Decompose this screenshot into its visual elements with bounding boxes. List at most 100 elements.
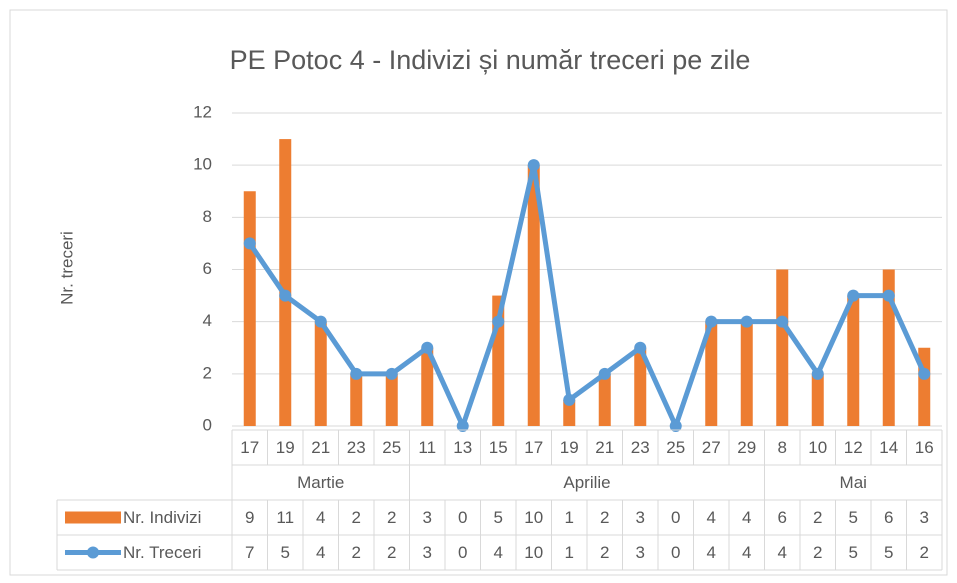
y-axis-title: Nr. treceri xyxy=(57,231,76,305)
table-value: 11 xyxy=(276,508,294,527)
x-tick-label: 21 xyxy=(595,438,614,457)
table-value: 1 xyxy=(565,543,574,562)
table-value: 0 xyxy=(458,508,467,527)
table-value: 2 xyxy=(352,508,361,527)
table-value: 4 xyxy=(707,508,716,527)
y-tick-label: 10 xyxy=(193,155,212,174)
table-value: 7 xyxy=(245,543,254,562)
x-tick-label: 19 xyxy=(276,438,295,457)
marker xyxy=(811,367,824,380)
x-tick-label: 8 xyxy=(778,438,787,457)
marker xyxy=(918,367,931,380)
table-value: 10 xyxy=(524,543,543,562)
marker xyxy=(634,341,647,354)
y-tick-label: 8 xyxy=(203,207,212,226)
table-value: 9 xyxy=(245,508,254,527)
table-value: 3 xyxy=(423,508,432,527)
legend-swatch xyxy=(87,546,99,559)
table-value: 0 xyxy=(671,508,680,527)
table-value: 4 xyxy=(778,543,787,562)
table-value: 4 xyxy=(742,508,751,527)
legend-swatch xyxy=(65,511,121,524)
marker xyxy=(527,159,540,172)
marker xyxy=(421,341,434,354)
bar xyxy=(634,347,647,426)
marker xyxy=(492,315,505,328)
x-tick-label: 11 xyxy=(418,438,436,457)
y-tick-label: 12 xyxy=(193,102,212,121)
table-value: 6 xyxy=(778,508,787,527)
table-value: 3 xyxy=(920,508,929,527)
x-tick-label: 23 xyxy=(631,438,650,457)
bar xyxy=(314,321,327,426)
marker xyxy=(243,237,256,250)
table-value: 5 xyxy=(281,543,290,562)
table-value: 0 xyxy=(671,543,680,562)
table-value: 5 xyxy=(884,543,893,562)
bar xyxy=(279,139,292,427)
x-tick-label: 15 xyxy=(489,438,508,457)
legend-label: Nr. Treceri xyxy=(123,543,201,562)
table-value: 4 xyxy=(316,508,325,527)
marker xyxy=(598,367,611,380)
y-tick-label: 0 xyxy=(203,415,212,434)
marker xyxy=(456,420,469,432)
bar xyxy=(740,321,753,426)
group-label: Aprilie xyxy=(563,473,610,492)
marker xyxy=(279,289,292,302)
table-value: 5 xyxy=(849,543,858,562)
y-tick-label: 6 xyxy=(203,259,212,278)
table-value: 5 xyxy=(849,508,858,527)
chart-title: PE Potoc 4 - Indivizi și număr treceri p… xyxy=(230,45,751,75)
bar xyxy=(243,191,256,426)
table-value: 3 xyxy=(423,543,432,562)
chart-border xyxy=(9,9,948,576)
table-value: 2 xyxy=(813,543,822,562)
marker xyxy=(882,289,895,302)
marker xyxy=(776,315,789,328)
bar xyxy=(527,165,540,426)
table-value: 3 xyxy=(636,508,645,527)
x-tick-label: 12 xyxy=(844,438,863,457)
x-tick-label: 29 xyxy=(737,438,756,457)
bar xyxy=(563,399,576,426)
bar xyxy=(811,373,824,426)
x-tick-label: 17 xyxy=(524,438,543,457)
marker xyxy=(740,315,753,328)
marker xyxy=(563,393,576,406)
x-tick-label: 14 xyxy=(879,438,898,457)
bar xyxy=(705,321,718,426)
marker xyxy=(385,367,398,380)
bar xyxy=(385,373,398,426)
table-value: 2 xyxy=(813,508,822,527)
table-value: 3 xyxy=(636,543,645,562)
table-value: 4 xyxy=(316,543,325,562)
marker xyxy=(847,289,860,302)
x-tick-label: 17 xyxy=(240,438,259,457)
group-label: Martie xyxy=(297,473,344,492)
table-value: 4 xyxy=(742,543,751,562)
x-tick-label: 25 xyxy=(666,438,685,457)
x-tick-label: 21 xyxy=(311,438,330,457)
x-tick-label: 13 xyxy=(453,438,472,457)
marker xyxy=(314,315,327,328)
bar xyxy=(421,347,434,426)
marker xyxy=(350,367,363,380)
group-label: Mai xyxy=(840,473,867,492)
table-value: 0 xyxy=(458,543,467,562)
table-value: 10 xyxy=(524,508,543,527)
y-tick-label: 2 xyxy=(203,363,212,382)
x-tick-label: 10 xyxy=(808,438,827,457)
table-value: 1 xyxy=(565,508,574,527)
table-value: 2 xyxy=(600,543,609,562)
y-tick-label: 4 xyxy=(203,311,212,330)
x-tick-label: 25 xyxy=(382,438,401,457)
x-tick-label: 23 xyxy=(347,438,366,457)
table-value: 2 xyxy=(920,543,929,562)
legend-label: Nr. Indivizi xyxy=(123,508,201,527)
table-value: 4 xyxy=(494,543,503,562)
table-value: 2 xyxy=(387,543,396,562)
table-value: 5 xyxy=(494,508,503,527)
marker xyxy=(705,315,718,328)
